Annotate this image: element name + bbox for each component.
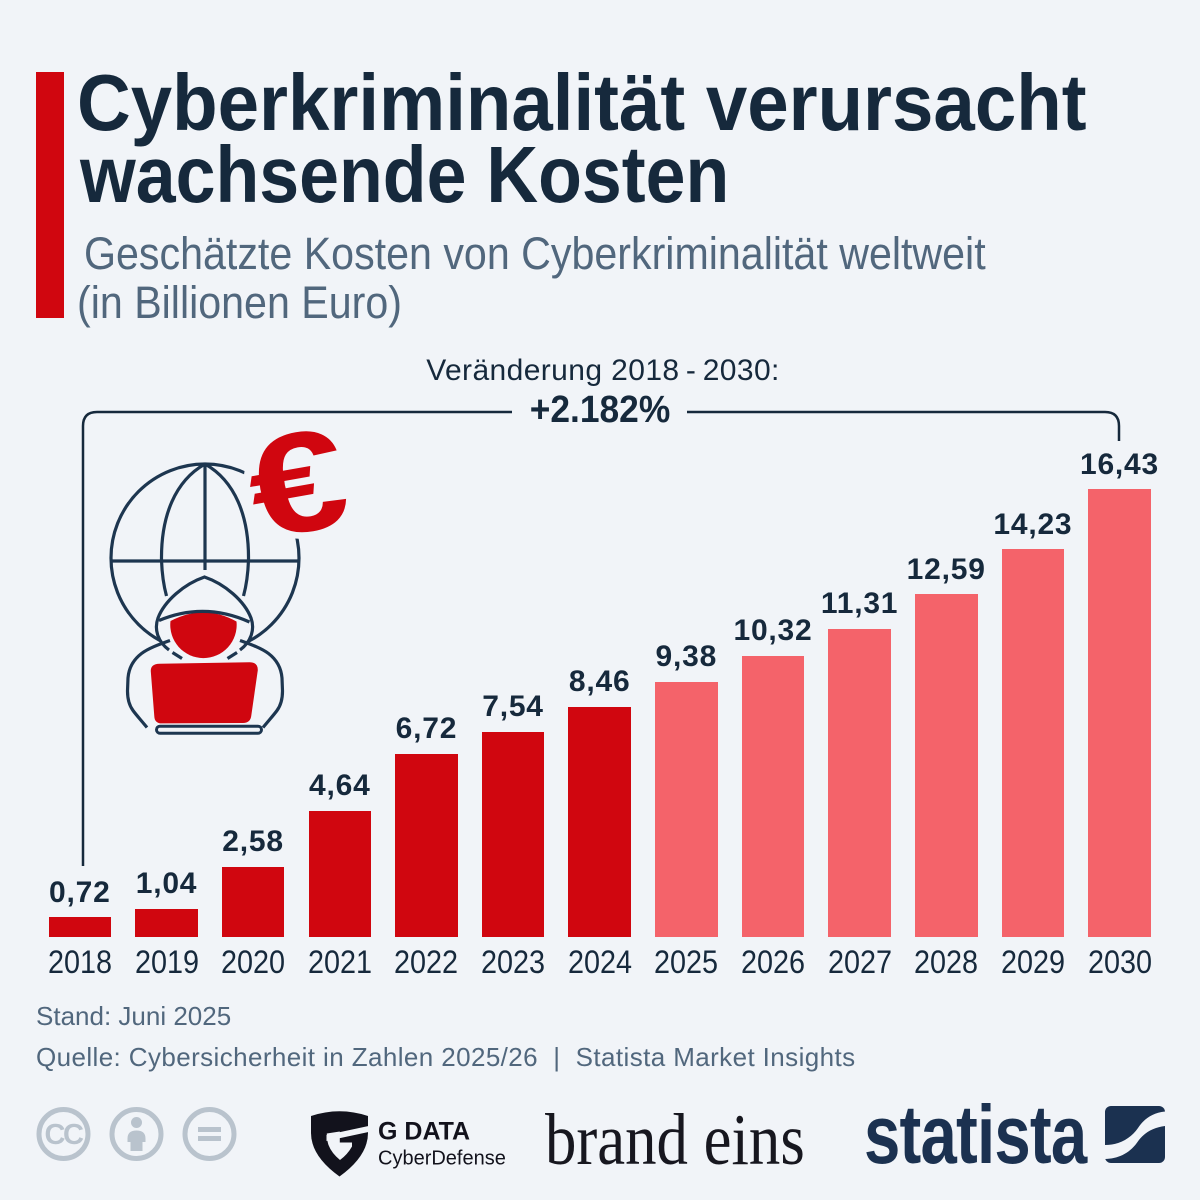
svg-text:statista: statista (864, 1090, 1088, 1181)
svg-text:€: € (236, 410, 358, 570)
svg-text:brand eins: brand eins (545, 1099, 805, 1180)
svg-text:CyberDefense: CyberDefense (378, 1148, 506, 1170)
svg-text:G DATA: G DATA (378, 1118, 470, 1146)
svg-text:CC: CC (45, 1119, 84, 1151)
